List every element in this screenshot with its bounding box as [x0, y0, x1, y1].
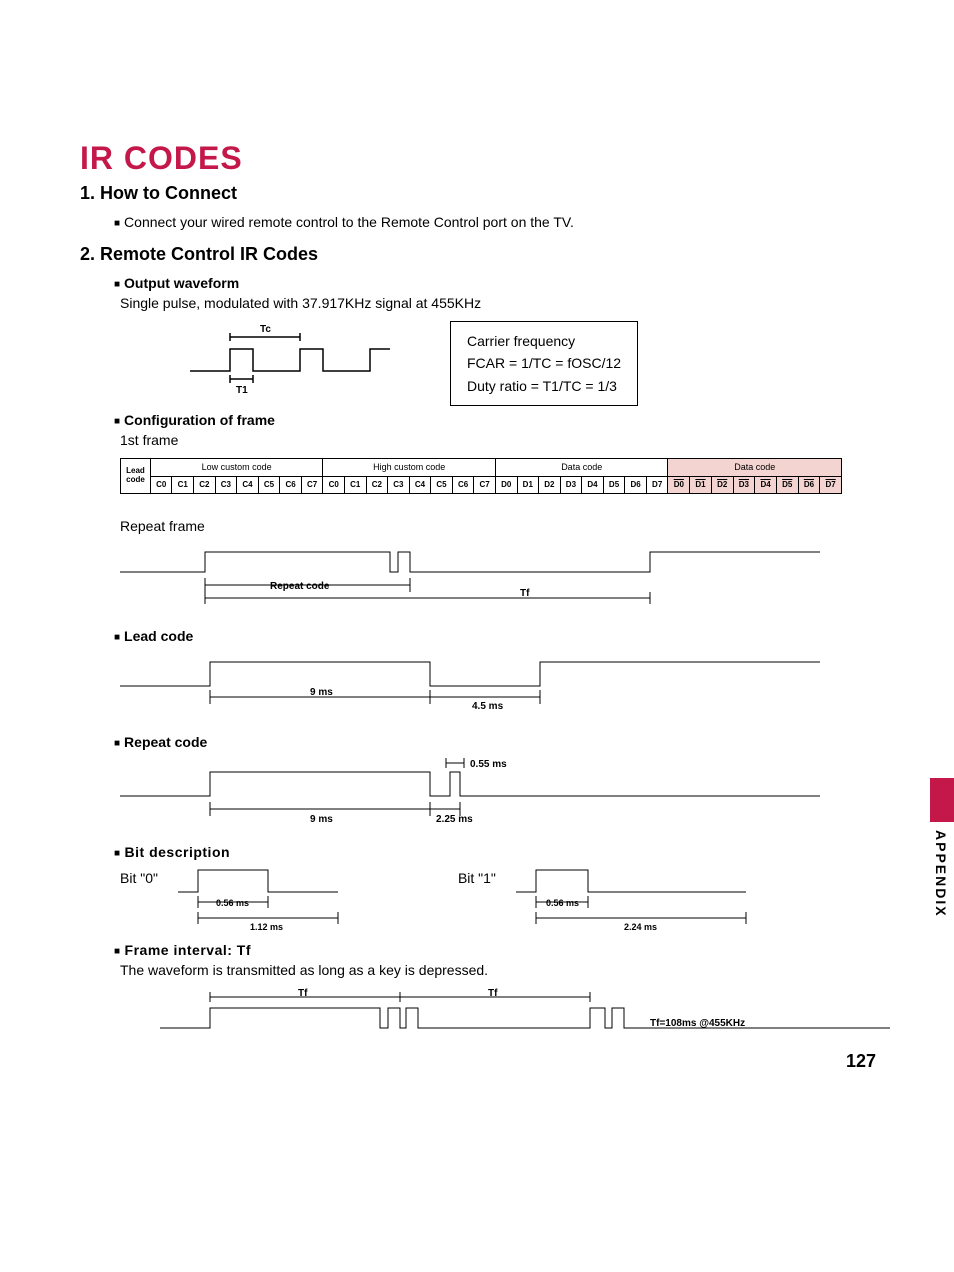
lead-code-heading: ■Lead code [114, 628, 874, 644]
repeat-code-heading: ■Repeat code [114, 734, 874, 750]
output-waveform-heading: ■Output waveform [114, 275, 874, 291]
bit-cell: D6 [799, 477, 821, 494]
page-number: 127 [846, 1051, 876, 1072]
bit-cell: C2 [194, 477, 216, 494]
bit-0-label: Bit "0" [120, 870, 158, 886]
repeat-frame-label: Repeat frame [120, 518, 874, 534]
bit-cell: C3 [388, 477, 410, 494]
output-waveform-desc: Single pulse, modulated with 37.917KHz s… [120, 295, 874, 311]
bit-cell: C7 [474, 477, 495, 494]
bit-cell: C5 [259, 477, 281, 494]
lead-code-diagram: 9 ms 4.5 ms [120, 654, 820, 724]
bits-group: Data codeD0D1D2D3D4D5D6D7 [668, 459, 841, 493]
bit-cell: C0 [151, 477, 173, 494]
bit-cell: C5 [431, 477, 453, 494]
svg-text:2.24 ms: 2.24 ms [624, 922, 657, 932]
frame-interval-diagram: Tf Tf Tf=108ms @455KHz [160, 988, 890, 1042]
frame-interval-heading: ■Frame interval: Tf [114, 942, 874, 958]
bit-cell: D7 [820, 477, 841, 494]
bit-cell: C1 [172, 477, 194, 494]
bit-cell: C3 [216, 477, 238, 494]
bit-cell: C2 [367, 477, 389, 494]
bit-cell: D6 [625, 477, 647, 494]
bit-cell: D3 [561, 477, 583, 494]
svg-text:0.56 ms: 0.56 ms [216, 898, 249, 908]
bit-cell: C4 [237, 477, 259, 494]
section-1-heading: 1. How to Connect [80, 183, 874, 204]
svg-text:Tf: Tf [298, 988, 308, 999]
bit-cell: D2 [539, 477, 561, 494]
lead-code-cell: Lead code [121, 459, 151, 493]
bit-cell: D4 [755, 477, 777, 494]
sidebar-tab [930, 778, 954, 822]
bit-cell: C4 [410, 477, 432, 494]
carrier-frequency-box: Carrier frequency FCAR = 1/TC = fOSC/12 … [450, 321, 638, 406]
bit-cell: D1 [518, 477, 540, 494]
output-waveform-diagram: Tc T1 [190, 321, 420, 401]
svg-text:0.55 ms: 0.55 ms [470, 759, 507, 770]
bit-cell: C6 [280, 477, 302, 494]
svg-text:1.12 ms: 1.12 ms [250, 922, 283, 932]
bit-cell: D1 [690, 477, 712, 494]
bit-cell: D7 [647, 477, 668, 494]
first-frame-label: 1st frame [120, 432, 874, 448]
section-2-heading: 2. Remote Control IR Codes [80, 244, 874, 265]
svg-text:4.5 ms: 4.5 ms [472, 701, 504, 712]
repeat-code-diagram: 0.55 ms 9 ms 2.25 ms [120, 754, 820, 834]
svg-text:Tf=108ms @455KHz: Tf=108ms @455KHz [650, 1018, 745, 1029]
page-title: IR CODES [80, 140, 874, 177]
svg-text:T1: T1 [236, 385, 248, 396]
bit-cell: C0 [323, 477, 345, 494]
bit-cell: D2 [712, 477, 734, 494]
section-1-body: ■Connect your wired remote control to th… [114, 214, 874, 230]
svg-text:Tf: Tf [488, 988, 498, 999]
svg-text:9 ms: 9 ms [310, 814, 333, 825]
repeat-frame-diagram: Repeat code Tf [120, 544, 820, 614]
svg-text:2.25 ms: 2.25 ms [436, 814, 473, 825]
bit-cell: C1 [345, 477, 367, 494]
svg-text:Repeat code: Repeat code [270, 581, 330, 592]
bit-1-label: Bit "1" [458, 870, 496, 886]
frame-bits-row: Lead codeLow custom codeC0C1C2C3C4C5C6C7… [120, 458, 842, 494]
sidebar-label: APPENDIX [933, 830, 949, 918]
bit-cell: D0 [496, 477, 518, 494]
bit-0-diagram: 0.56 ms 1.12 ms [178, 864, 398, 934]
bit-cell: D5 [777, 477, 799, 494]
bit-cell: C6 [453, 477, 475, 494]
svg-text:9 ms: 9 ms [310, 687, 333, 698]
bit-cell: D4 [582, 477, 604, 494]
bits-group: High custom codeC0C1C2C3C4C5C6C7 [323, 459, 496, 493]
bit-cell: D0 [668, 477, 690, 494]
bits-group: Low custom codeC0C1C2C3C4C5C6C7 [151, 459, 324, 493]
frame-interval-desc: The waveform is transmitted as long as a… [120, 962, 874, 978]
svg-text:Tc: Tc [260, 324, 271, 335]
bit-desc-heading: ■Bit description [114, 844, 874, 860]
bit-cell: D3 [734, 477, 756, 494]
svg-text:Tf: Tf [520, 588, 530, 599]
config-frame-heading: ■Configuration of frame [114, 412, 874, 428]
bit-cell: C7 [302, 477, 323, 494]
bits-group: Data codeD0D1D2D3D4D5D6D7 [496, 459, 669, 493]
bit-1-diagram: 0.56 ms 2.24 ms [516, 864, 796, 934]
bit-cell: D5 [604, 477, 626, 494]
bullet-icon: ■ [114, 218, 120, 229]
svg-text:0.56 ms: 0.56 ms [546, 898, 579, 908]
